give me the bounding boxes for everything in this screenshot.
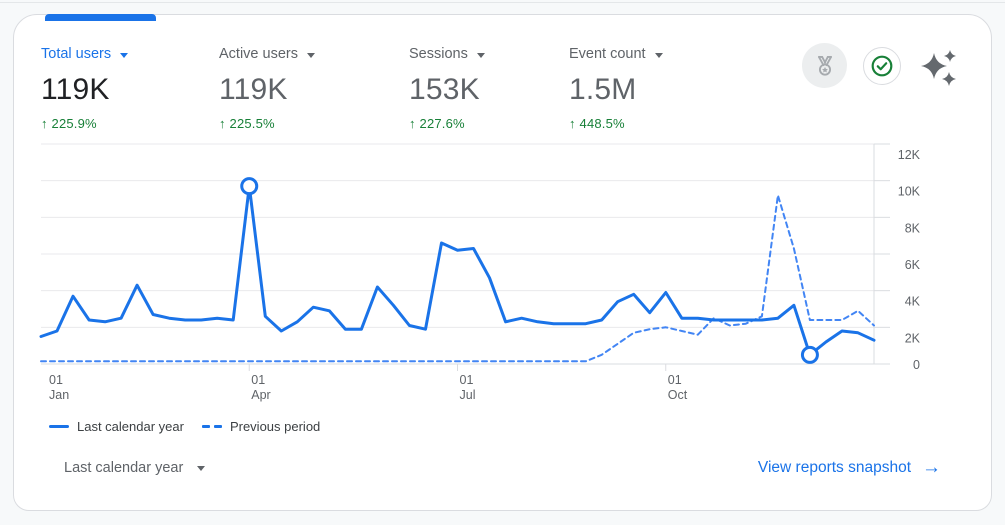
check-circle-icon[interactable] xyxy=(863,46,901,85)
date-range-selector[interactable]: Last calendar year xyxy=(64,459,206,476)
metric-selector-sessions[interactable]: Sessions xyxy=(409,46,485,62)
metric-selector-total-users[interactable]: Total users xyxy=(41,46,129,62)
svg-text:12K: 12K xyxy=(898,148,921,162)
chevron-down-icon xyxy=(306,52,315,58)
medal-icon[interactable] xyxy=(802,43,847,88)
metrics-header: Total users 119K ↑ 225.9% Active users 1… xyxy=(14,15,991,131)
metric-label: Sessions xyxy=(409,46,468,62)
chart-legend: Last calendar year Previous period xyxy=(49,419,991,434)
legend-item-last-calendar-year: Last calendar year xyxy=(49,419,184,434)
svg-text:01: 01 xyxy=(668,373,682,387)
sparkles-glyph xyxy=(921,49,956,86)
metric-total-users: Total users 119K ↑ 225.9% xyxy=(41,45,219,131)
top-divider xyxy=(0,2,1005,3)
chevron-down-icon xyxy=(120,52,129,58)
metric-delta: ↑ 225.9% xyxy=(41,116,97,131)
header-icon-group xyxy=(802,43,973,88)
legend-item-previous-period: Previous period xyxy=(201,419,321,434)
svg-text:Apr: Apr xyxy=(251,388,270,402)
metric-label: Active users xyxy=(219,46,298,62)
svg-text:Jan: Jan xyxy=(49,388,69,402)
svg-text:01: 01 xyxy=(251,373,265,387)
svg-text:6K: 6K xyxy=(905,258,921,272)
metric-delta: ↑ 225.5% xyxy=(219,116,275,131)
svg-text:10K: 10K xyxy=(898,185,921,199)
metric-label: Total users xyxy=(41,46,112,62)
svg-text:0: 0 xyxy=(913,358,920,372)
svg-text:01: 01 xyxy=(460,373,474,387)
legend-label: Last calendar year xyxy=(77,419,184,434)
card-footer: Last calendar year View reports snapshot… xyxy=(14,458,991,477)
metric-sessions: Sessions 153K ↑ 227.6% xyxy=(409,45,569,131)
metric-active-users: Active users 119K ↑ 225.5% xyxy=(219,45,409,131)
dashed-line-swatch-icon xyxy=(201,424,222,429)
legend-label: Previous period xyxy=(229,419,321,434)
metric-value: 1.5M xyxy=(569,73,637,106)
metric-label: Event count xyxy=(569,46,646,62)
metric-value: 119K xyxy=(41,73,110,106)
view-reports-snapshot-link[interactable]: View reports snapshot → xyxy=(758,458,941,477)
svg-text:01: 01 xyxy=(49,373,63,387)
metric-selector-event-count[interactable]: Event count xyxy=(569,46,663,62)
metric-delta: ↑ 227.6% xyxy=(409,116,465,131)
medal-icon-glyph xyxy=(817,55,832,76)
svg-text:Oct: Oct xyxy=(668,388,688,402)
chevron-down-icon xyxy=(654,52,663,58)
svg-text:2K: 2K xyxy=(905,331,921,345)
check-circle-glyph xyxy=(871,55,893,76)
chevron-down-icon xyxy=(197,466,206,471)
metric-selector-active-users[interactable]: Active users xyxy=(219,46,315,62)
svg-text:Jul: Jul xyxy=(460,388,476,402)
metric-event-count: Event count 1.5M ↑ 448.5% xyxy=(569,45,739,131)
svg-text:8K: 8K xyxy=(905,221,921,235)
svg-text:4K: 4K xyxy=(905,295,921,309)
snapshot-link-label: View reports snapshot xyxy=(757,458,911,476)
arrow-right-icon: → xyxy=(922,457,941,478)
chevron-down-icon xyxy=(476,52,485,58)
date-range-label: Last calendar year xyxy=(64,459,184,476)
home-overview-card: Total users 119K ↑ 225.9% Active users 1… xyxy=(13,14,992,511)
solid-line-swatch-icon xyxy=(49,425,69,428)
metric-delta: ↑ 448.5% xyxy=(569,116,625,131)
metric-value: 119K xyxy=(219,73,288,106)
sparkles-icon[interactable] xyxy=(917,44,961,88)
metric-value: 153K xyxy=(409,73,480,106)
active-tab-indicator[interactable] xyxy=(45,14,156,21)
